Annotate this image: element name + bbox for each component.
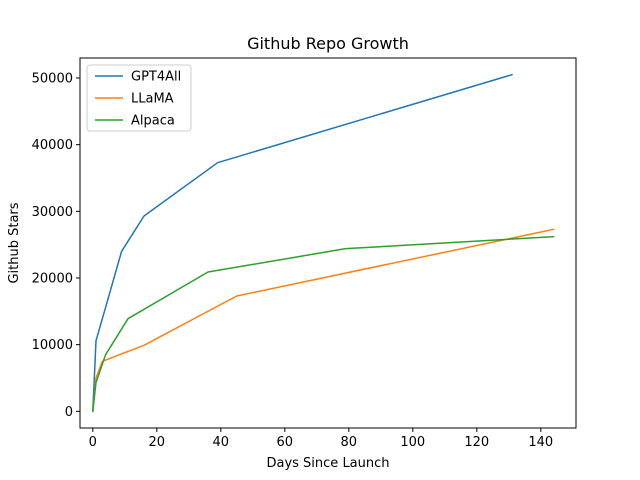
y-tick-label: 0 [65, 405, 73, 420]
legend-label-alpaca: Alpaca [131, 114, 175, 129]
x-tick-label: 40 [213, 435, 230, 450]
y-tick-label: 30000 [32, 205, 73, 220]
series-line-gpt4all [92, 73, 513, 413]
plot-frame [79, 57, 577, 429]
y-tick-label: 50000 [32, 72, 73, 87]
y-tick-label: 40000 [32, 138, 73, 153]
plot-area [91, 73, 555, 413]
x-tick-label: 120 [464, 435, 489, 450]
y-axis: 0 10000 20000 30000 40000 50000 [32, 72, 80, 420]
legend-label-llama: LLaMA [131, 92, 174, 107]
x-tick-label: 100 [400, 435, 425, 450]
y-tick-label: 10000 [32, 338, 73, 353]
x-tick-label: 60 [277, 435, 294, 450]
legend-box [86, 64, 192, 132]
y-axis-label: Github Stars [7, 202, 22, 283]
x-axis-label: Days Since Launch [266, 456, 389, 471]
x-tick-label: 0 [89, 435, 97, 450]
legend: GPT4All LLaMA Alpaca [86, 64, 192, 132]
legend-label-gpt4all: GPT4All [131, 70, 181, 85]
x-axis: 0 20 40 60 80 100 120 140 [89, 428, 553, 450]
chart-title: Github Repo Growth [247, 34, 409, 53]
x-tick-label: 80 [341, 435, 358, 450]
series-line-alpaca [91, 235, 555, 413]
x-tick-label: 140 [528, 435, 553, 450]
x-tick-label: 20 [149, 435, 166, 450]
y-tick-label: 20000 [32, 272, 73, 287]
